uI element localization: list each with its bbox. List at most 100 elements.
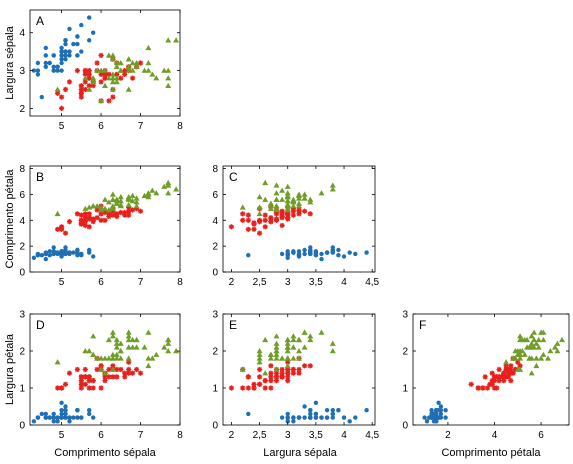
y-tick-label: 0 — [212, 268, 218, 279]
point-virginica — [141, 67, 148, 73]
point-virginica — [273, 340, 280, 346]
point-virginica — [113, 355, 120, 361]
point-versicolor — [98, 211, 104, 217]
plot-frame — [29, 313, 181, 426]
point-versicolor — [517, 363, 523, 369]
point-virginica — [307, 199, 314, 205]
point-setosa — [63, 245, 68, 250]
point-virginica — [512, 348, 519, 354]
point-virginica — [554, 340, 561, 346]
point-versicolor — [86, 224, 92, 230]
point-versicolor — [273, 378, 280, 384]
y-tick-label: 3 — [19, 66, 25, 77]
x-tick-label: 7 — [138, 277, 144, 288]
panel-f: 2 4 6 0 1 2 3F Comprimento pétala — [402, 310, 570, 459]
point-setosa — [296, 251, 302, 257]
point-virginica — [117, 201, 124, 207]
point-virginica — [133, 195, 140, 201]
point-versicolor — [78, 385, 84, 391]
point-virginica — [117, 60, 124, 66]
point-virginica — [554, 348, 561, 354]
point-setosa — [341, 254, 347, 259]
point-versicolor — [106, 374, 112, 380]
point-versicolor — [501, 370, 507, 376]
point-setosa — [434, 408, 439, 413]
point-versicolor — [62, 381, 69, 387]
point-virginica — [125, 336, 132, 343]
y-tick-label: 4 — [19, 216, 25, 227]
plot-frame — [222, 165, 376, 273]
point-virginica — [98, 67, 105, 73]
point-virginica — [273, 207, 280, 213]
point-versicolor — [78, 94, 84, 100]
x-tick-label: 2 — [229, 277, 235, 288]
point-versicolor — [102, 378, 108, 384]
point-versicolor — [126, 370, 132, 376]
point-virginica — [125, 63, 132, 69]
x-tick-label: 4,5 — [365, 277, 379, 288]
point-versicolor — [78, 90, 84, 96]
point-versicolor — [290, 366, 296, 373]
point-virginica — [113, 344, 120, 350]
point-virginica — [141, 344, 148, 350]
point-virginica — [161, 67, 168, 73]
point-setosa — [91, 415, 96, 420]
point-setosa — [43, 411, 48, 417]
point-virginica — [109, 329, 116, 335]
x-tick-label: 4 — [341, 277, 347, 288]
point-virginica — [149, 355, 156, 361]
point-virginica — [117, 355, 124, 361]
point-setosa — [31, 68, 37, 73]
point-versicolor — [503, 363, 509, 369]
panel-letter: E — [229, 318, 237, 332]
point-virginica — [133, 63, 140, 69]
point-versicolor — [82, 222, 88, 229]
point-setosa — [87, 411, 92, 417]
point-versicolor — [240, 217, 246, 223]
point-virginica — [98, 355, 105, 361]
point-virginica — [301, 195, 308, 201]
point-virginica — [98, 366, 105, 372]
point-setosa — [31, 419, 37, 424]
point-setosa — [51, 53, 56, 58]
x-tick-label: 2 — [229, 430, 235, 441]
point-setosa — [51, 415, 56, 420]
point-setosa — [39, 94, 44, 100]
point-setosa — [364, 250, 369, 255]
point-virginica — [125, 195, 132, 201]
point-virginica — [329, 186, 336, 192]
y-tick-label: 4 — [212, 216, 218, 227]
point-versicolor — [512, 366, 518, 373]
point-virginica — [113, 63, 120, 69]
panel-letter: C — [229, 170, 238, 184]
point-setosa — [319, 256, 324, 262]
point-setosa — [71, 41, 76, 47]
point-setosa — [438, 404, 444, 409]
y-tick-label: 2 — [19, 242, 25, 253]
point-virginica — [109, 71, 116, 77]
point-setosa — [246, 253, 251, 258]
series-setosa — [31, 400, 96, 424]
point-versicolor — [130, 75, 136, 81]
point-versicolor — [257, 374, 263, 380]
point-versicolor — [126, 212, 132, 218]
x-tick-label: 5 — [59, 277, 65, 288]
point-setosa — [431, 411, 437, 417]
point-virginica — [90, 333, 97, 339]
point-versicolor — [98, 363, 104, 369]
point-setosa — [43, 251, 48, 257]
point-versicolor — [74, 211, 80, 217]
point-virginica — [109, 75, 116, 81]
point-versicolor — [78, 83, 84, 89]
point-setosa — [308, 408, 313, 413]
point-virginica — [109, 204, 116, 210]
point-setosa — [39, 411, 44, 417]
point-setosa — [47, 253, 52, 258]
point-setosa — [75, 41, 80, 47]
point-setosa — [67, 53, 72, 58]
point-versicolor — [290, 208, 296, 214]
point-virginica — [540, 329, 547, 335]
point-versicolor — [285, 374, 291, 380]
point-versicolor — [98, 52, 104, 58]
point-versicolor — [137, 60, 144, 66]
